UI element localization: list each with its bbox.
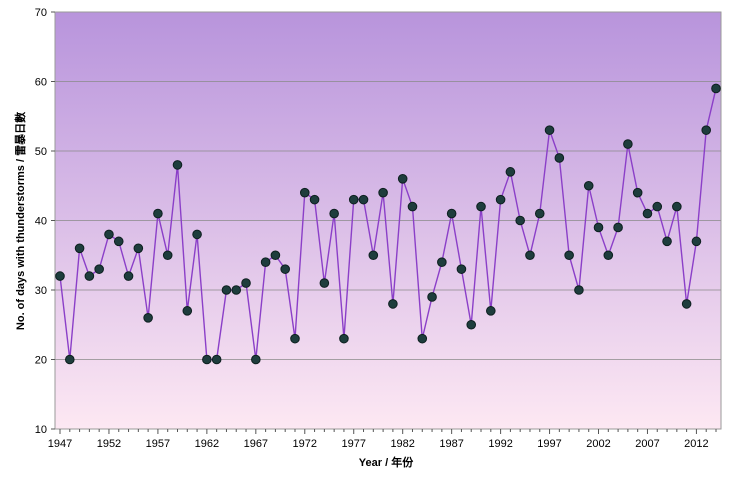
x-tick-label: 1967: [244, 438, 268, 450]
data-point: [643, 209, 652, 218]
data-point: [65, 355, 74, 364]
data-point: [516, 216, 525, 225]
data-point: [134, 244, 143, 253]
data-point: [496, 195, 505, 204]
y-axis-ticks: 10 20 30 40 50 60 70: [35, 7, 55, 436]
data-point: [555, 154, 564, 163]
data-point: [369, 251, 378, 260]
data-point: [300, 188, 309, 197]
data-point: [545, 126, 554, 135]
data-point: [349, 195, 358, 204]
data-point: [291, 334, 300, 343]
data-point: [203, 355, 212, 364]
data-point: [114, 237, 123, 246]
data-point: [183, 307, 192, 316]
data-point: [95, 265, 104, 274]
data-point: [673, 202, 682, 211]
data-point: [575, 286, 584, 295]
x-axis-ticks: 1947 1952 1957 1962 1967 1972 1977 1982 1987 1992…: [48, 429, 716, 450]
data-point: [124, 272, 133, 281]
x-axis-title: Year / 年份: [359, 455, 414, 469]
x-tick-label: 2002: [586, 438, 610, 450]
x-tick-label: 1972: [293, 438, 317, 450]
y-tick-label: 70: [35, 7, 47, 19]
data-point: [428, 293, 437, 302]
data-point: [398, 175, 407, 184]
data-point: [212, 355, 221, 364]
data-point: [75, 244, 84, 253]
data-point: [467, 320, 476, 329]
data-point: [222, 286, 231, 295]
x-tick-label: 1987: [439, 438, 463, 450]
data-point: [624, 140, 633, 149]
data-point: [692, 237, 701, 246]
data-point: [340, 334, 349, 343]
data-point: [163, 251, 172, 260]
x-tick-label: 1947: [48, 438, 72, 450]
x-tick-label: 2007: [635, 438, 659, 450]
data-point: [682, 300, 691, 309]
data-point: [310, 195, 319, 204]
data-point: [526, 251, 535, 260]
data-point: [604, 251, 613, 260]
data-point: [105, 230, 114, 239]
data-point: [702, 126, 711, 135]
data-point: [457, 265, 466, 274]
data-point: [320, 279, 329, 288]
data-point: [565, 251, 574, 260]
x-tick-label: 1982: [390, 438, 414, 450]
x-tick-label: 1962: [195, 438, 219, 450]
y-tick-label: 30: [35, 285, 47, 297]
y-tick-label: 50: [35, 146, 47, 158]
x-tick-label: 1952: [97, 438, 121, 450]
data-point: [633, 188, 642, 197]
data-point: [281, 265, 290, 274]
data-point: [271, 251, 280, 260]
x-tick-label: 2012: [684, 438, 708, 450]
data-point: [330, 209, 339, 218]
data-point: [359, 195, 368, 204]
data-point: [477, 202, 486, 211]
data-point: [614, 223, 623, 232]
data-point: [154, 209, 163, 218]
data-point: [712, 84, 721, 93]
data-point: [653, 202, 662, 211]
data-point: [379, 188, 388, 197]
data-point: [232, 286, 241, 295]
x-tick-label: 1957: [146, 438, 170, 450]
data-point: [389, 300, 398, 309]
x-tick-label: 1992: [488, 438, 512, 450]
data-point: [487, 307, 496, 316]
data-point: [252, 355, 261, 364]
data-point: [56, 272, 65, 281]
data-point: [535, 209, 544, 218]
y-tick-label: 20: [35, 355, 47, 367]
y-tick-label: 10: [35, 424, 47, 436]
data-point: [144, 314, 153, 323]
data-point: [418, 334, 427, 343]
y-axis-title: No. of days with thunderstorms / 雷暴日數: [13, 112, 27, 330]
data-point: [242, 279, 251, 288]
data-point: [438, 258, 447, 267]
data-point: [663, 237, 672, 246]
data-point: [173, 161, 182, 170]
data-point: [261, 258, 270, 267]
x-tick-label: 1977: [341, 438, 365, 450]
data-point: [447, 209, 456, 218]
x-tick-label: 1997: [537, 438, 561, 450]
y-tick-label: 40: [35, 216, 47, 228]
data-point: [85, 272, 94, 281]
data-point: [408, 202, 417, 211]
data-point: [594, 223, 603, 232]
data-point: [506, 168, 515, 177]
y-tick-label: 60: [35, 77, 47, 89]
data-point: [193, 230, 202, 239]
data-point: [584, 181, 593, 190]
